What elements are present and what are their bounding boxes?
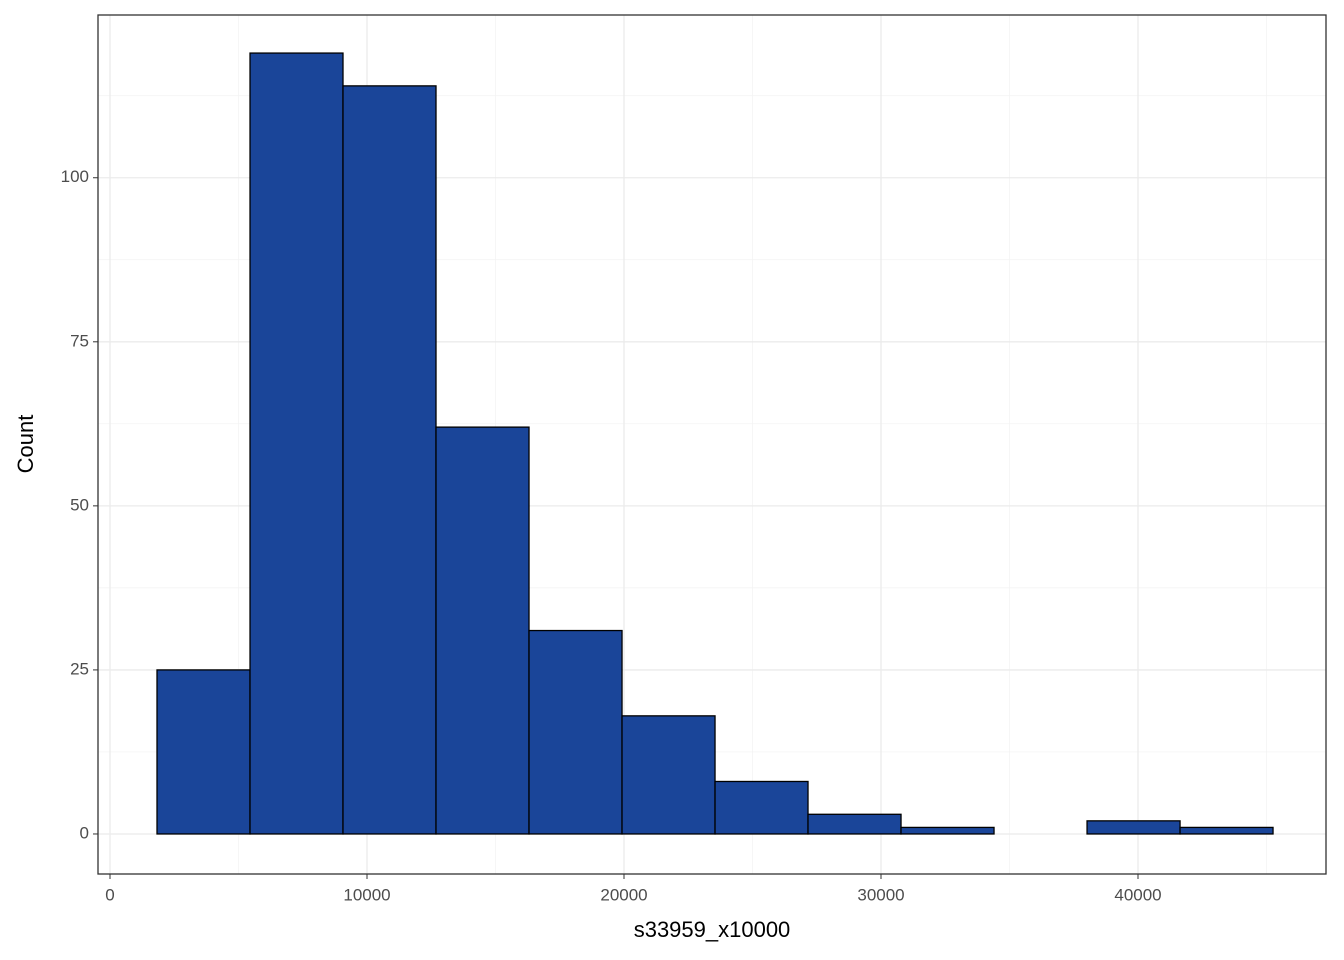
y-tick-label: 100 xyxy=(61,167,89,186)
bar xyxy=(621,715,716,835)
x-axis-title: s33959_x10000 xyxy=(634,917,791,942)
y-axis-title: Count xyxy=(13,415,38,474)
bar xyxy=(342,85,437,835)
x-tick-label: 30000 xyxy=(857,885,904,904)
x-tick-label: 20000 xyxy=(600,885,647,904)
x-tick-label: 10000 xyxy=(343,885,390,904)
bar xyxy=(528,629,623,835)
bar xyxy=(249,52,344,835)
x-tick-label: 40000 xyxy=(1114,885,1161,904)
bar xyxy=(900,826,995,835)
x-tick-label: 0 xyxy=(105,885,114,904)
bar xyxy=(156,669,251,835)
y-tick-label: 50 xyxy=(70,495,89,514)
bar xyxy=(714,780,809,835)
bar xyxy=(1086,820,1181,835)
bar xyxy=(435,426,530,835)
panel-border xyxy=(97,14,1327,875)
y-tick-label: 0 xyxy=(80,823,89,842)
bar xyxy=(807,813,902,835)
y-tick-label: 25 xyxy=(70,659,89,678)
y-tick-label: 75 xyxy=(70,331,89,350)
bar xyxy=(1179,826,1274,835)
